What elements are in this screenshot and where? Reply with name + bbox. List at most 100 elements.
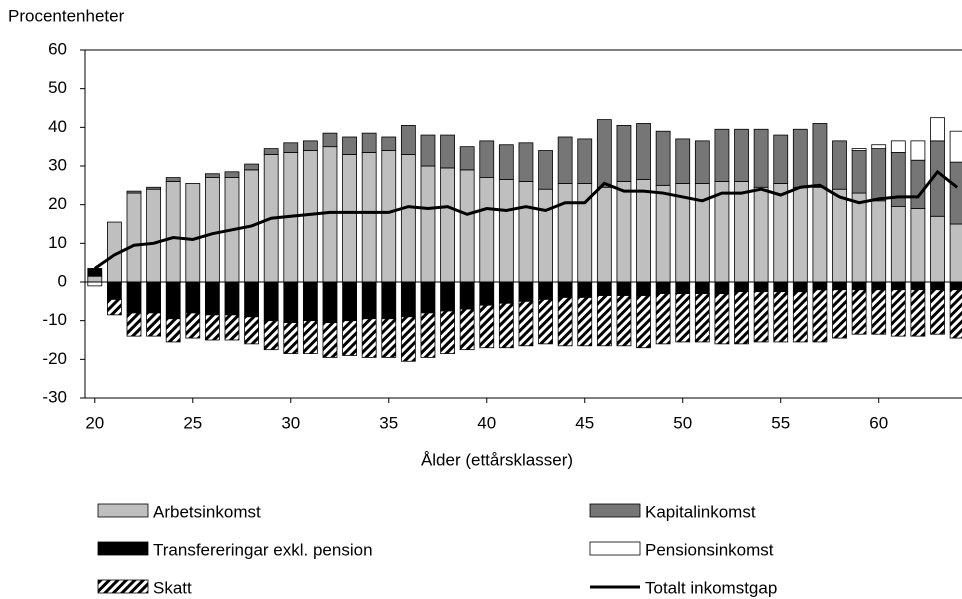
x-tick-label: 25: [183, 413, 202, 432]
bar-segment: [949, 223, 962, 283]
bar-segment: [812, 123, 828, 188]
bar-segment: [753, 186, 769, 283]
bar-segment: [204, 314, 220, 341]
bar-segment: [342, 136, 357, 155]
bar-segment: [498, 302, 514, 349]
bar-segment: [636, 123, 651, 180]
bar-segment: [655, 293, 671, 345]
bar-segment: [871, 144, 887, 150]
bar-segment: [400, 316, 416, 362]
bar-segment: [949, 161, 962, 225]
bar-segment: [871, 148, 887, 202]
bar-segment: [577, 281, 593, 298]
bar-segment: [675, 281, 691, 295]
bar-segment: [204, 173, 220, 179]
bar-segment: [871, 200, 887, 283]
bar-segment: [910, 289, 926, 337]
legend-swatch: [589, 503, 641, 518]
bar-segment: [479, 281, 495, 306]
legend-label: Transfereringar exkl. pension: [153, 540, 373, 559]
bar-segment: [204, 177, 220, 283]
legend-label: Totalt inkomstgap: [645, 578, 777, 597]
x-tick-label: 20: [85, 413, 104, 432]
bar-segment: [792, 186, 808, 283]
bar-segment: [910, 159, 926, 209]
bar-segment: [890, 289, 906, 337]
bar-segment: [792, 281, 808, 293]
bar-segment: [851, 192, 867, 283]
bar-segment: [949, 281, 962, 291]
bar-segment: [459, 169, 475, 283]
legend: Arbetsinkomst Kapitalinkomst Pensionsinkom…: [97, 502, 777, 597]
bar-segment: [636, 179, 651, 283]
bar-segment: [224, 171, 240, 179]
bar-segment: [322, 281, 338, 323]
bar-segment: [616, 181, 632, 283]
bar-segment: [930, 215, 945, 283]
x-tick-label: 45: [575, 413, 594, 432]
bar-segment: [616, 295, 632, 347]
y-tick-label: 20: [48, 194, 67, 213]
bar-segment: [773, 291, 789, 343]
bar-segment: [792, 128, 808, 188]
bar-segment: [224, 314, 240, 341]
bar-segment: [577, 297, 593, 347]
bar-segment: [381, 150, 397, 283]
bar-segment: [342, 281, 357, 322]
y-tick-label: -30: [42, 387, 67, 406]
bar-segment: [126, 312, 142, 337]
bar-segment: [949, 130, 962, 163]
bar-segment: [753, 291, 769, 343]
bar-segment: [440, 134, 455, 169]
bar-segment: [420, 134, 436, 167]
plot-frame: [84, 49, 962, 399]
bar-segment: [851, 150, 867, 194]
bar-segment: [538, 298, 553, 345]
bar-segment: [283, 281, 299, 323]
bar-segment: [244, 163, 259, 171]
legend-label: Skatt: [153, 578, 192, 597]
bar-segment: [773, 134, 789, 184]
axes: -30 -20 -10 0 10 20 30 40 50 60 20 25 30 35 40 45 50 55 60: [42, 39, 962, 432]
bar-segment: [538, 281, 553, 300]
bar-segment: [440, 310, 455, 354]
bar-segment: [636, 281, 651, 296]
bar-segment: [498, 144, 514, 180]
bar-segment: [440, 281, 455, 312]
legend-swatch: [97, 503, 149, 518]
bar-segment: [538, 150, 553, 190]
bar-segment: [557, 136, 573, 184]
bar-segment: [361, 281, 377, 320]
bar-segment: [302, 140, 318, 151]
bar-segment: [714, 281, 730, 295]
bar-segment: [890, 140, 906, 153]
bar-segment: [596, 295, 612, 347]
bar-segment: [165, 318, 181, 343]
bar-segment: [146, 186, 161, 190]
bar-segment: [400, 153, 416, 283]
bar-segment: [675, 138, 691, 184]
y-tick-label: 40: [48, 117, 67, 136]
bar-segment: [910, 208, 926, 283]
bar-segment: [949, 289, 962, 339]
bar-segment: [146, 188, 161, 283]
bar-segment: [812, 281, 828, 291]
bar-segment: [655, 130, 671, 186]
bar-segment: [400, 125, 416, 155]
y-tick-label: 30: [48, 155, 67, 174]
y-tick-label: -20: [42, 349, 67, 368]
bar-segment: [518, 281, 534, 302]
bar-segment: [616, 281, 632, 296]
bar-segment: [518, 300, 534, 347]
bar-segment: [361, 318, 377, 358]
y-tick-label: 0: [58, 271, 67, 290]
x-tick-label: 40: [477, 413, 496, 432]
bar-segment: [773, 281, 789, 293]
bar-segment: [675, 293, 691, 343]
x-tick-label: 60: [869, 413, 888, 432]
bar-segment: [244, 281, 259, 318]
bar-segment: [714, 293, 730, 345]
bar-segment: [832, 140, 847, 190]
